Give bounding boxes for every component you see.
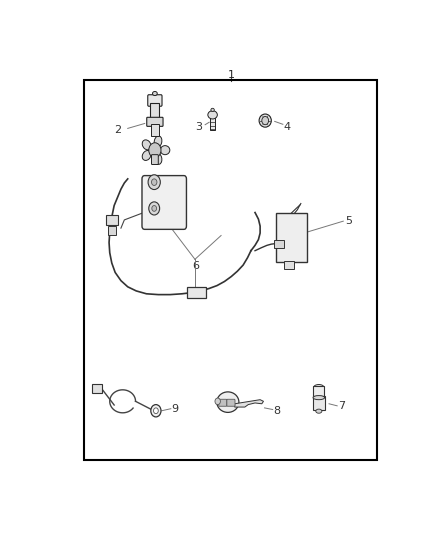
Circle shape [152, 206, 157, 211]
Text: 3: 3 [195, 122, 202, 132]
FancyBboxPatch shape [274, 240, 283, 248]
Circle shape [148, 175, 160, 190]
Ellipse shape [316, 409, 322, 413]
FancyBboxPatch shape [92, 384, 102, 393]
Text: 8: 8 [273, 406, 281, 416]
Text: 9: 9 [172, 403, 179, 414]
FancyBboxPatch shape [152, 155, 158, 165]
Polygon shape [235, 400, 264, 407]
Ellipse shape [211, 108, 214, 111]
Ellipse shape [208, 111, 217, 119]
Ellipse shape [160, 146, 170, 155]
Circle shape [154, 408, 158, 414]
Ellipse shape [154, 136, 162, 147]
FancyBboxPatch shape [314, 386, 324, 398]
Circle shape [149, 202, 159, 215]
FancyBboxPatch shape [219, 399, 227, 406]
Circle shape [215, 398, 220, 405]
FancyBboxPatch shape [210, 114, 215, 130]
Circle shape [149, 143, 161, 158]
Text: 5: 5 [345, 216, 352, 226]
Text: 1: 1 [228, 70, 235, 79]
FancyBboxPatch shape [108, 227, 116, 235]
Bar [84, 80, 377, 460]
Text: 6: 6 [192, 261, 199, 271]
FancyBboxPatch shape [276, 213, 307, 262]
FancyBboxPatch shape [147, 117, 163, 126]
FancyBboxPatch shape [151, 103, 159, 120]
Text: 2: 2 [114, 125, 121, 135]
Ellipse shape [259, 114, 271, 127]
FancyBboxPatch shape [227, 399, 235, 406]
Circle shape [151, 405, 161, 417]
FancyBboxPatch shape [283, 261, 294, 269]
FancyBboxPatch shape [151, 124, 159, 136]
FancyBboxPatch shape [106, 215, 117, 225]
Text: 4: 4 [284, 122, 291, 132]
Ellipse shape [154, 153, 162, 164]
Ellipse shape [142, 140, 151, 150]
Ellipse shape [152, 92, 157, 95]
FancyBboxPatch shape [187, 287, 206, 298]
FancyBboxPatch shape [148, 95, 162, 106]
Text: 7: 7 [338, 401, 345, 411]
Ellipse shape [217, 392, 239, 413]
FancyBboxPatch shape [313, 397, 325, 410]
Ellipse shape [313, 395, 325, 400]
Ellipse shape [314, 384, 324, 390]
Ellipse shape [142, 150, 151, 160]
FancyBboxPatch shape [142, 175, 187, 229]
Circle shape [262, 117, 268, 125]
Circle shape [152, 179, 157, 185]
